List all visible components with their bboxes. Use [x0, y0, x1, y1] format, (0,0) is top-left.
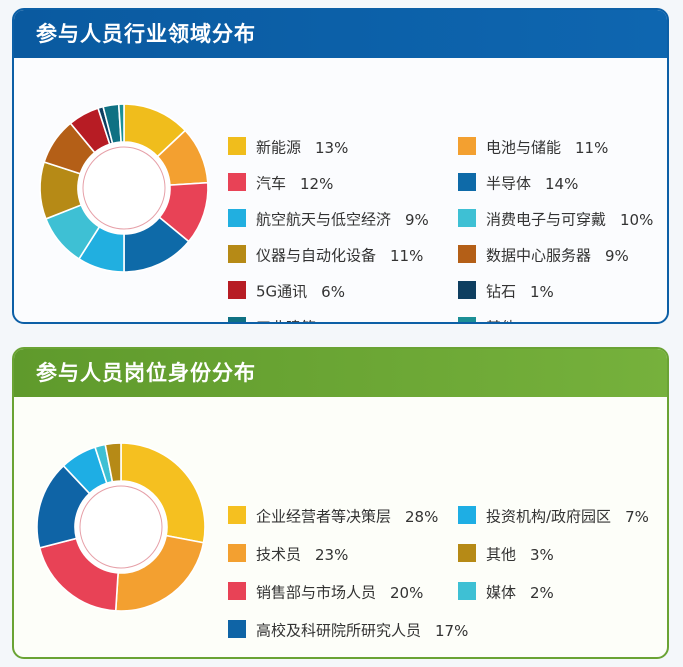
legend-swatch [458, 506, 476, 524]
legend-item: 销售部与市场人员 20% [228, 581, 423, 603]
legend-percent: 23% [315, 545, 349, 564]
legend-percent: 10% [620, 210, 654, 229]
donut-center [79, 143, 169, 233]
legend-percent: 14% [545, 174, 579, 193]
legend-swatch [228, 209, 246, 227]
industry-donut-chart [39, 103, 209, 273]
legend-percent: 20% [390, 583, 424, 602]
legend-label: 消费电子与可穿戴 [486, 210, 607, 229]
legend-item: 工业建筑 3% [228, 316, 354, 323]
legend-item: 媒体 2% [458, 581, 554, 603]
legend-item: 5G通讯 6% [228, 280, 345, 302]
legend-swatch [458, 317, 476, 322]
legend-percent: 7% [625, 507, 649, 526]
donut-slice-industry-11 [117, 103, 125, 143]
legend-percent: 11% [390, 246, 424, 265]
legend-label: 投资机构/政府园区 [486, 507, 612, 526]
legend-item: 企业经营者等决策层 28% [228, 505, 438, 527]
legend-label: 汽车 [256, 174, 287, 193]
legend-swatch [228, 245, 246, 263]
legend-label: 仪器与自动化设备 [256, 246, 377, 265]
legend-label: 技术员 [256, 545, 302, 564]
legend-item: 航空航天与低空经济 9% [228, 208, 429, 230]
donut-center [76, 482, 166, 572]
industry-card-title: 参与人员行业领域分布 [14, 10, 667, 58]
legend-percent: 13% [315, 138, 349, 157]
legend-item: 其他 3% [458, 543, 554, 565]
legend-percent: 9% [405, 210, 429, 229]
legend-item: 新能源 13% [228, 136, 348, 158]
role-distribution-card: 参与人员岗位身份分布 企业经营者等决策层 28% 投资机构/政府园区 7% 技术员 23%… [12, 347, 669, 659]
legend-label: 工业建筑 [256, 319, 316, 323]
legend-label: 5G通讯 [256, 282, 308, 301]
legend-percent: 3% [330, 319, 354, 323]
legend-label: 电池与储能 [486, 138, 562, 157]
legend-label: 企业经营者等决策层 [256, 507, 392, 526]
legend-swatch [228, 620, 246, 638]
legend-percent: 1% [530, 282, 554, 301]
legend-swatch [228, 582, 246, 600]
legend-label: 钻石 [486, 282, 517, 301]
legend-percent: 17% [435, 621, 469, 640]
legend-percent: 2% [530, 583, 554, 602]
legend-percent: 6% [321, 282, 345, 301]
legend-swatch [458, 173, 476, 191]
legend-item: 汽车 12% [228, 172, 333, 194]
legend-label: 媒体 [486, 583, 517, 602]
legend-swatch [458, 209, 476, 227]
role-donut-chart [36, 442, 206, 612]
legend-swatch [228, 544, 246, 562]
legend-swatch [228, 317, 246, 322]
legend-swatch [228, 506, 246, 524]
legend-percent: 11% [575, 138, 609, 157]
legend-item: 半导体 14% [458, 172, 578, 194]
legend-item: 其他 1% [458, 316, 554, 323]
legend-item: 电池与储能 11% [458, 136, 608, 158]
industry-distribution-card: 参与人员行业领域分布 新能源 13% 电池与储能 11% 汽车 12% 半导体 14% 航空航天… [12, 8, 669, 324]
donut-center-outline [82, 146, 166, 230]
legend-label: 其他 [486, 545, 517, 564]
legend-label: 数据中心服务器 [486, 246, 592, 265]
legend-swatch [458, 245, 476, 263]
legend-label: 半导体 [486, 174, 532, 193]
legend-item: 仪器与自动化设备 11% [228, 244, 423, 266]
legend-swatch [458, 582, 476, 600]
legend-swatch [458, 544, 476, 562]
legend-label: 销售部与市场人员 [256, 583, 377, 602]
legend-label: 航空航天与低空经济 [256, 210, 392, 229]
legend-item: 投资机构/政府园区 7% [458, 505, 649, 527]
legend-item: 技术员 23% [228, 543, 348, 565]
legend-item: 高校及科研院所研究人员 17% [228, 619, 468, 641]
legend-swatch [458, 281, 476, 299]
legend-item: 数据中心服务器 9% [458, 244, 629, 266]
legend-percent: 9% [605, 246, 629, 265]
legend-label: 其他 [486, 319, 516, 323]
donut-center-outline [79, 485, 163, 569]
legend-label: 高校及科研院所研究人员 [256, 621, 422, 640]
legend-swatch [228, 281, 246, 299]
legend-item: 钻石 1% [458, 280, 554, 302]
legend-percent: 3% [530, 545, 554, 564]
legend-label: 新能源 [256, 138, 302, 157]
role-card-title: 参与人员岗位身份分布 [14, 349, 667, 397]
legend-item: 消费电子与可穿戴 10% [458, 208, 653, 230]
legend-swatch [458, 137, 476, 155]
legend-percent: 1% [530, 319, 554, 323]
legend-swatch [228, 137, 246, 155]
donut-slice-role-6 [104, 442, 122, 483]
donut-slice-role-0 [120, 442, 206, 544]
legend-percent: 28% [405, 507, 439, 526]
legend-percent: 12% [300, 174, 334, 193]
legend-swatch [228, 173, 246, 191]
